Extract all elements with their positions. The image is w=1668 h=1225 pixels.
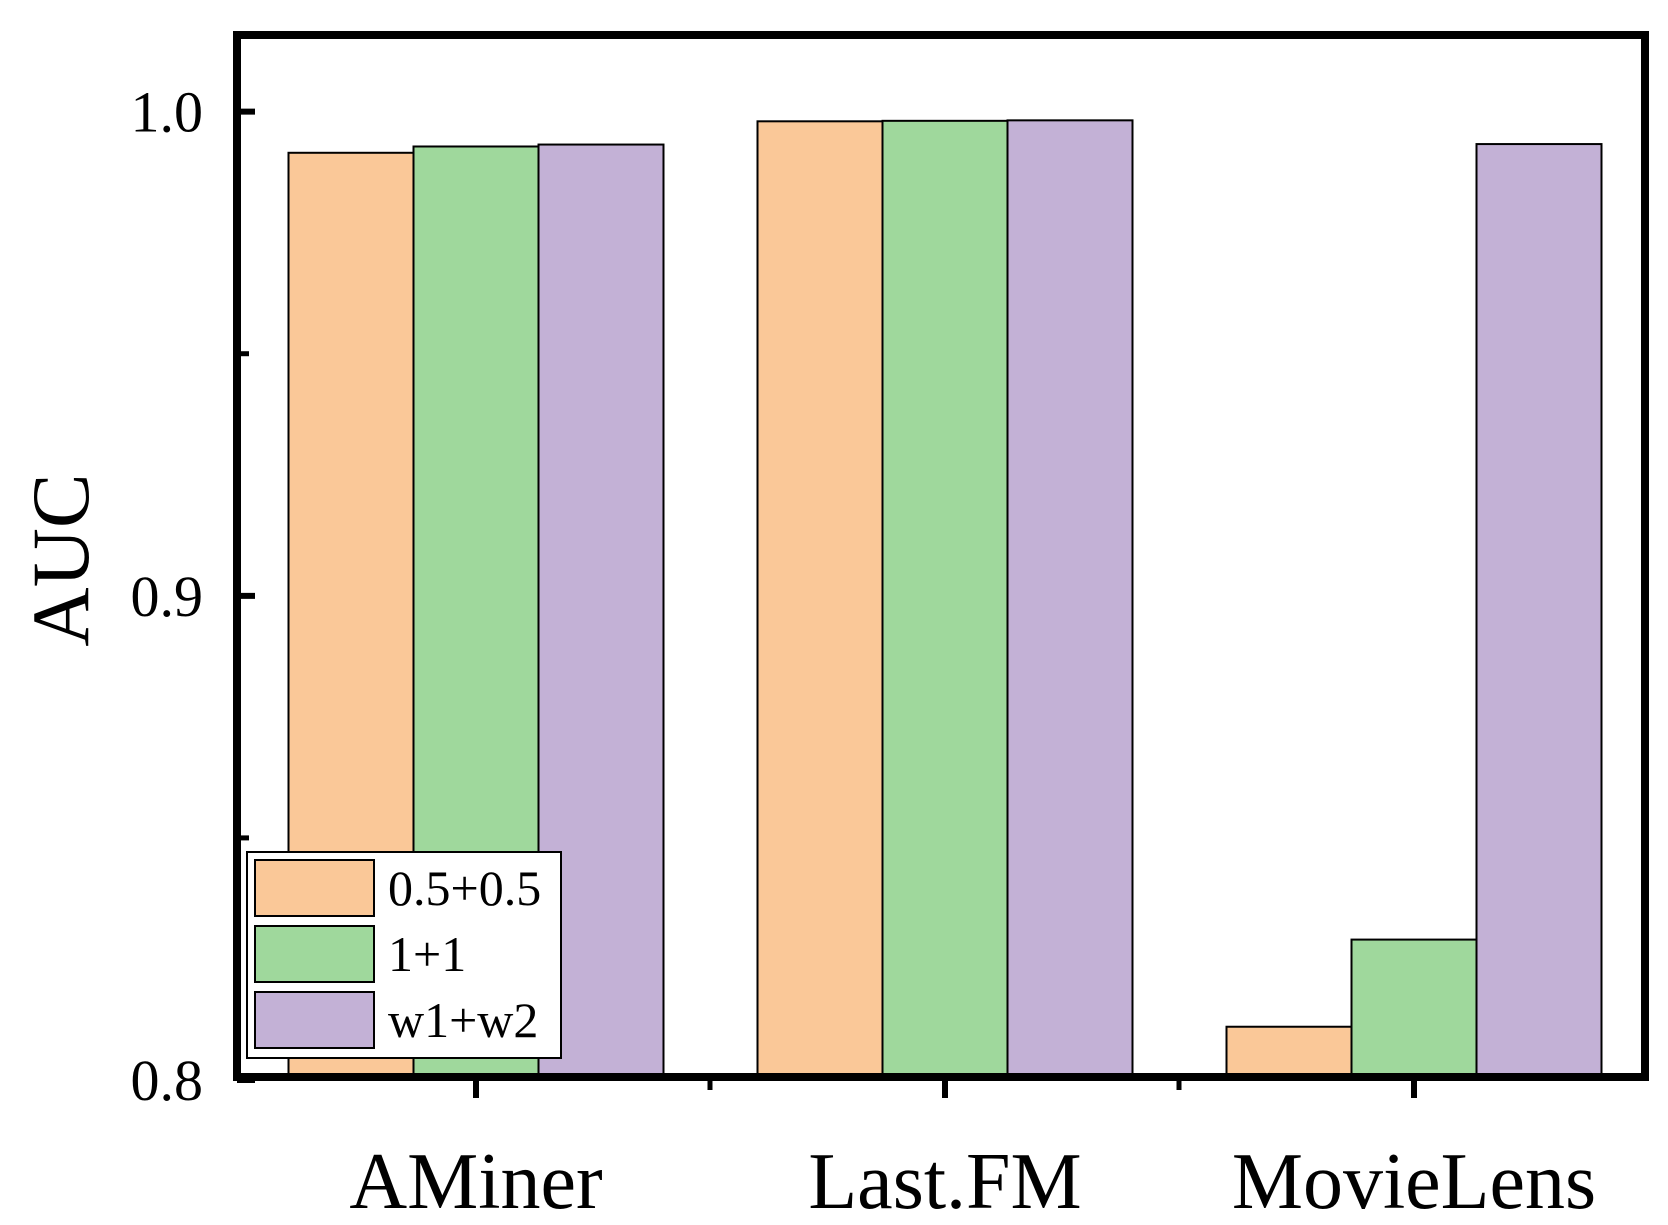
legend: 0.5+0.5 1+1 w1+w2 <box>246 851 562 1059</box>
legend-label: 1+1 <box>388 926 466 982</box>
legend-swatch <box>254 859 375 917</box>
legend-label: w1+w2 <box>388 992 538 1048</box>
x-category-label: Last.FM <box>808 1138 1081 1225</box>
bar-movielens-3 <box>1475 143 1603 1082</box>
y-tick-label: 0.9 <box>131 564 204 629</box>
legend-swatch <box>254 925 375 983</box>
bar-last-fm-1 <box>756 120 884 1081</box>
plot-frame <box>233 31 1649 1081</box>
bar-movielens-2 <box>1350 938 1478 1082</box>
legend-label: 0.5+0.5 <box>388 860 541 916</box>
y-tick-label: 0.8 <box>131 1048 204 1113</box>
y-axis-title: AUC <box>15 473 106 646</box>
bar-movielens-1 <box>1225 1025 1353 1081</box>
x-ticks-group: AMiner Last.FM MovieLens <box>349 1080 1596 1225</box>
x-category-label: MovieLens <box>1232 1138 1596 1225</box>
y-ticks-group: 0.8 0.9 1.0 <box>131 80 255 1113</box>
axes-group <box>233 31 1649 1081</box>
bar-last-fm-3 <box>1006 119 1134 1081</box>
bar-last-fm-2 <box>881 119 1009 1081</box>
y-tick-label: 1.0 <box>131 80 204 145</box>
x-category-label: AMiner <box>349 1138 602 1225</box>
legend-swatch <box>254 991 375 1049</box>
